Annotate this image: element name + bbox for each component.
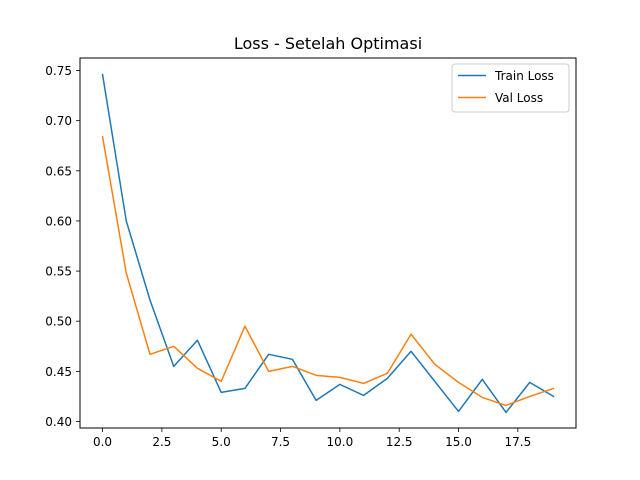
legend: Train Loss Val Loss	[451, 63, 570, 113]
x-tick-label: 12.5	[386, 435, 413, 449]
x-tick-label: 0.0	[93, 435, 112, 449]
x-tick-label: 5.0	[212, 435, 231, 449]
y-tick-label: 0.65	[45, 164, 72, 178]
legend-label-val-loss: Val Loss	[495, 91, 543, 105]
legend-label-train-loss: Train Loss	[494, 69, 554, 83]
y-tick-label: 0.40	[45, 415, 72, 429]
y-tick-label: 0.75	[45, 64, 72, 78]
x-tick-label: 17.5	[504, 435, 531, 449]
x-tick-label: 7.5	[271, 435, 290, 449]
y-tick-label: 0.45	[45, 365, 72, 379]
axes-frame	[79, 57, 577, 429]
series-line-train-loss	[101, 73, 555, 414]
y-tick-label: 0.55	[45, 265, 72, 279]
x-tick-label: 10.0	[327, 435, 354, 449]
series-layer	[101, 73, 555, 414]
y-tick-label: 0.70	[45, 114, 72, 128]
x-tick-label: 2.5	[152, 435, 171, 449]
y-axis: 0.40 0.45 0.50 0.55 0.60 0.65 0.70 0.75	[45, 64, 80, 429]
x-tick-label: 15.0	[445, 435, 472, 449]
x-axis: 0.0 2.5 5.0 7.5 10.0 12.5 15.0 17.5	[93, 428, 531, 449]
chart-title: Loss - Setelah Optimasi	[234, 34, 422, 53]
y-tick-label: 0.50	[45, 315, 72, 329]
y-tick-label: 0.60	[45, 214, 72, 228]
series-line-val-loss	[101, 135, 555, 407]
